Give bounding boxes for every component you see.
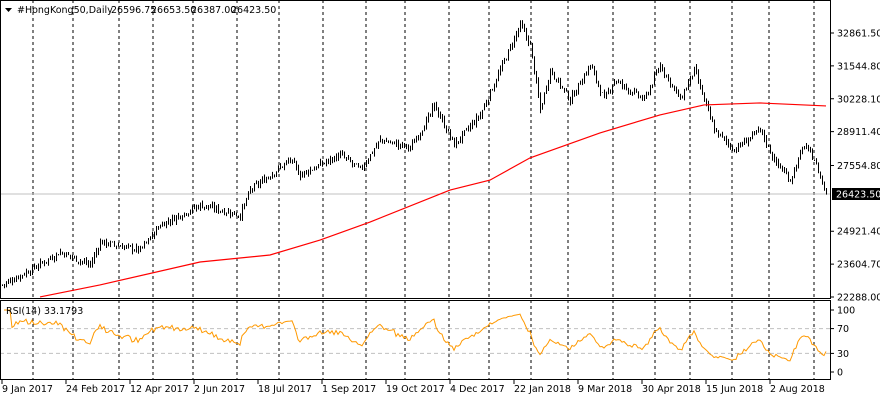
time-tick-label: 18 Jul 2017 bbox=[258, 384, 312, 395]
time-tick-label: 30 Apr 2018 bbox=[642, 384, 701, 395]
time-axis: 9 Jan 2017 24 Feb 2017 12 Apr 2017 2 Jun 20… bbox=[1, 380, 825, 395]
current-price-label: 26423.50 bbox=[836, 190, 880, 201]
rsi-axis: 100 70 30 0 bbox=[830, 306, 855, 379]
high-value: 26653.50 bbox=[151, 5, 196, 16]
price-tick-label: 23604.70 bbox=[837, 260, 880, 271]
moving-average-line bbox=[39, 102, 827, 298]
price-tick-label: 32861.50 bbox=[837, 29, 880, 40]
time-tick-label: 1 Sep 2017 bbox=[322, 384, 376, 395]
time-tick-label: 12 Apr 2017 bbox=[130, 384, 189, 395]
price-axis: 32861.50 31544.80 30228.10 28911.40 27554.80… bbox=[830, 29, 880, 304]
main-panel-border bbox=[0, 0, 831, 299]
price-tick-label: 30228.10 bbox=[837, 94, 880, 105]
symbol-label: #HongKong50,Daily bbox=[17, 5, 113, 16]
time-tick-label: 24 Feb 2017 bbox=[66, 384, 125, 395]
rsi-panel-border bbox=[0, 300, 831, 380]
price-tick-label: 22288.00 bbox=[837, 293, 880, 304]
close-value: 26423.50 bbox=[231, 5, 276, 16]
price-tick-label: 27554.80 bbox=[837, 161, 880, 172]
rsi-tick-label: 100 bbox=[837, 306, 855, 317]
low-value: 26387.00 bbox=[191, 5, 236, 16]
price-tick-label: 24921.40 bbox=[837, 227, 880, 238]
time-tick-label: 9 Jan 2017 bbox=[2, 384, 53, 395]
time-tick-label: 22 Jan 2018 bbox=[514, 384, 571, 395]
current-price-badge: 26423.50 bbox=[832, 188, 880, 201]
price-tick-label: 31544.80 bbox=[837, 61, 880, 72]
rsi-tick-label: 70 bbox=[837, 324, 849, 335]
price-tick-label: 28911.40 bbox=[837, 127, 880, 138]
rsi-levels bbox=[0, 328, 830, 354]
rsi-line bbox=[4, 309, 827, 362]
time-tick-label: 2 Aug 2018 bbox=[770, 384, 825, 395]
time-tick-label: 15 Jun 2018 bbox=[706, 384, 763, 395]
vertical-gridlines bbox=[32, 0, 815, 380]
time-tick-label: 4 Dec 2017 bbox=[450, 384, 505, 395]
time-tick-label: 9 Mar 2018 bbox=[578, 384, 632, 395]
open-value: 26596.75 bbox=[111, 5, 156, 16]
rsi-label: RSI(14) 33.1793 bbox=[6, 306, 83, 317]
rsi-tick-label: 0 bbox=[837, 368, 843, 379]
triangle-down-icon[interactable] bbox=[5, 8, 12, 12]
rsi-tick-label: 30 bbox=[837, 349, 849, 360]
ohlc-bars bbox=[2, 20, 827, 289]
chart-header: #HongKong50,Daily 26596.75 26653.50 2638… bbox=[5, 5, 276, 16]
time-tick-label: 2 Jun 2017 bbox=[194, 384, 245, 395]
time-tick-label: 19 Oct 2017 bbox=[386, 384, 445, 395]
